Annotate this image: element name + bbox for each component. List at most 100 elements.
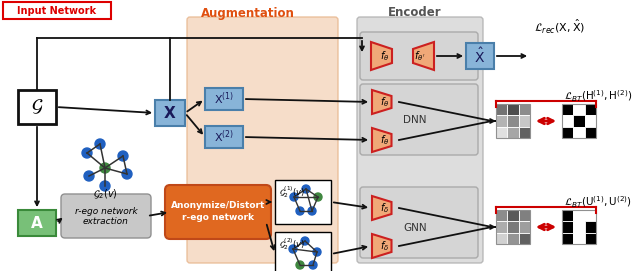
Bar: [573, 221, 585, 233]
Bar: [585, 115, 596, 127]
Text: $f_\delta$: $f_\delta$: [380, 239, 390, 253]
Bar: [508, 221, 518, 233]
FancyBboxPatch shape: [165, 185, 271, 239]
Bar: [562, 115, 573, 127]
FancyBboxPatch shape: [357, 17, 483, 263]
Bar: [562, 127, 573, 138]
Circle shape: [82, 148, 92, 158]
Circle shape: [122, 169, 132, 179]
Text: extraction: extraction: [83, 217, 129, 225]
Bar: [585, 104, 596, 115]
Text: r-ego network: r-ego network: [182, 214, 254, 222]
Circle shape: [308, 207, 316, 215]
Circle shape: [118, 151, 128, 161]
Bar: [496, 104, 530, 138]
Bar: [585, 127, 596, 138]
Bar: [496, 210, 530, 244]
FancyBboxPatch shape: [61, 194, 151, 238]
Bar: [585, 210, 596, 221]
Bar: [573, 104, 585, 115]
Bar: [562, 210, 596, 244]
Bar: [205, 88, 243, 110]
Circle shape: [309, 261, 317, 269]
Bar: [518, 210, 530, 221]
FancyBboxPatch shape: [360, 84, 478, 155]
Polygon shape: [372, 234, 392, 258]
Circle shape: [313, 248, 321, 256]
Bar: [496, 127, 508, 138]
Text: GNN: GNN: [403, 223, 427, 233]
Text: Input Network: Input Network: [17, 5, 97, 15]
Bar: [562, 221, 573, 233]
Text: DNN: DNN: [403, 115, 427, 125]
Text: A: A: [31, 215, 43, 231]
Bar: [496, 115, 508, 127]
Bar: [508, 115, 518, 127]
Bar: [496, 233, 508, 244]
Text: $f_\delta$: $f_\delta$: [380, 201, 390, 215]
Circle shape: [301, 237, 309, 245]
Circle shape: [84, 171, 94, 181]
Circle shape: [290, 193, 298, 201]
Bar: [585, 221, 596, 233]
Bar: [508, 233, 518, 244]
Bar: [496, 221, 508, 233]
Text: $f_\theta$: $f_\theta$: [380, 95, 390, 109]
Text: Encoder: Encoder: [388, 7, 442, 20]
Bar: [18, 90, 56, 124]
Bar: [518, 127, 530, 138]
Bar: [573, 233, 585, 244]
Text: $\hat{\mathrm{X}}$: $\hat{\mathrm{X}}$: [474, 46, 486, 66]
Bar: [3, 2, 111, 19]
Text: Anonymize/Distort: Anonymize/Distort: [171, 202, 265, 211]
FancyBboxPatch shape: [187, 17, 338, 263]
Circle shape: [296, 207, 304, 215]
Circle shape: [100, 181, 110, 191]
Bar: [573, 210, 585, 221]
Text: X: X: [164, 105, 176, 121]
Text: $\mathcal{L}_{rec}(\mathrm{X},\hat{\mathrm{X}})$: $\mathcal{L}_{rec}(\mathrm{X},\hat{\math…: [534, 17, 586, 35]
Polygon shape: [372, 128, 392, 152]
Bar: [496, 210, 508, 221]
Bar: [573, 127, 585, 138]
Bar: [562, 210, 573, 221]
Polygon shape: [371, 42, 392, 70]
Bar: [508, 104, 518, 115]
Bar: [155, 100, 185, 126]
Text: $\mathrm{X}^{(1)}$: $\mathrm{X}^{(1)}$: [214, 91, 234, 107]
Bar: [508, 210, 518, 221]
Bar: [508, 127, 518, 138]
Text: $\mathcal{G}_2^{(2)}(v)$: $\mathcal{G}_2^{(2)}(v)$: [279, 236, 305, 251]
Polygon shape: [413, 42, 434, 70]
Bar: [562, 233, 573, 244]
Bar: [518, 104, 530, 115]
Text: $f_\theta$: $f_\theta$: [380, 133, 390, 147]
Text: $\mathcal{G}_2(v)$: $\mathcal{G}_2(v)$: [93, 187, 118, 201]
Polygon shape: [372, 90, 392, 114]
Bar: [518, 221, 530, 233]
Text: Augmentation: Augmentation: [201, 7, 295, 20]
Text: $\mathrm{X}^{(2)}$: $\mathrm{X}^{(2)}$: [214, 129, 234, 145]
Text: $\mathcal{G}_2^{(1)}(v)$: $\mathcal{G}_2^{(1)}(v)$: [279, 184, 305, 199]
Bar: [18, 210, 56, 236]
Text: $\mathcal{G}$: $\mathcal{G}$: [31, 98, 44, 116]
Circle shape: [100, 163, 110, 173]
Bar: [585, 233, 596, 244]
Text: $\mathcal{L}_{BT}(\mathrm{U}^{(1)},\mathrm{U}^{(2)})$: $\mathcal{L}_{BT}(\mathrm{U}^{(1)},\math…: [564, 194, 632, 210]
Polygon shape: [372, 196, 392, 220]
Bar: [205, 126, 243, 148]
Bar: [518, 115, 530, 127]
Bar: [496, 104, 508, 115]
Text: $f_{\theta'}$: $f_{\theta'}$: [414, 49, 426, 63]
Text: $\mathcal{L}_{BT}(\mathrm{H}^{(1)},\mathrm{H}^{(2)})$: $\mathcal{L}_{BT}(\mathrm{H}^{(1)},\math…: [564, 88, 632, 104]
Circle shape: [314, 193, 322, 201]
FancyBboxPatch shape: [360, 32, 478, 80]
Circle shape: [95, 139, 105, 149]
Circle shape: [302, 185, 310, 193]
Bar: [466, 43, 494, 69]
Circle shape: [296, 261, 304, 269]
Text: $f_\theta$: $f_\theta$: [380, 49, 390, 63]
FancyBboxPatch shape: [360, 187, 478, 258]
Bar: [275, 180, 331, 224]
Bar: [562, 104, 596, 138]
